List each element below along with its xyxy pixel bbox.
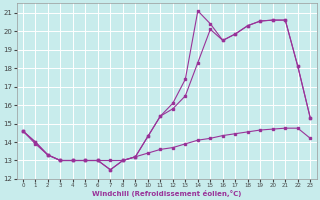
X-axis label: Windchill (Refroidissement éolien,°C): Windchill (Refroidissement éolien,°C)	[92, 190, 241, 197]
